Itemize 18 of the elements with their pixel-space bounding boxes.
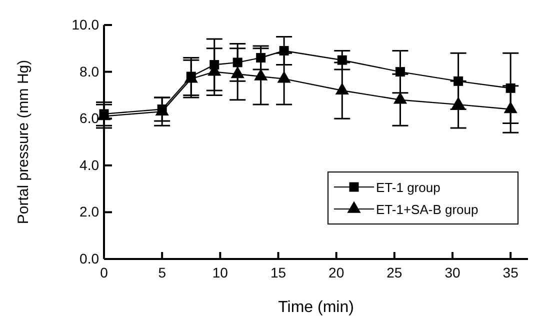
y-tick-label: 8.0 [80,63,100,80]
x-tick-label: 20 [328,264,344,280]
x-tick-label: 30 [444,264,460,280]
legend-label: ET-1+SA-B group [376,202,478,217]
y-tick-label: 6.0 [80,110,100,126]
x-tick-label: 25 [386,264,402,280]
y-tick-label: 2.0 [80,204,100,220]
y-axis-title: Portal pressure (mm Hg) [15,60,32,224]
y-tick-label: 10.0 [72,16,100,32]
y-tick-label: 4.0 [80,156,100,173]
x-tick-label: 10 [212,264,228,280]
x-tick-label: 5 [158,264,166,280]
y-tick-label: 0.0 [80,250,100,266]
x-axis-title: Time (min) [278,299,354,316]
x-tick-label: 0 [100,264,108,280]
x-tick-label: 35 [502,264,519,280]
x-tick-label: 15 [270,264,286,280]
legend-label: ET-1 group [376,180,440,195]
